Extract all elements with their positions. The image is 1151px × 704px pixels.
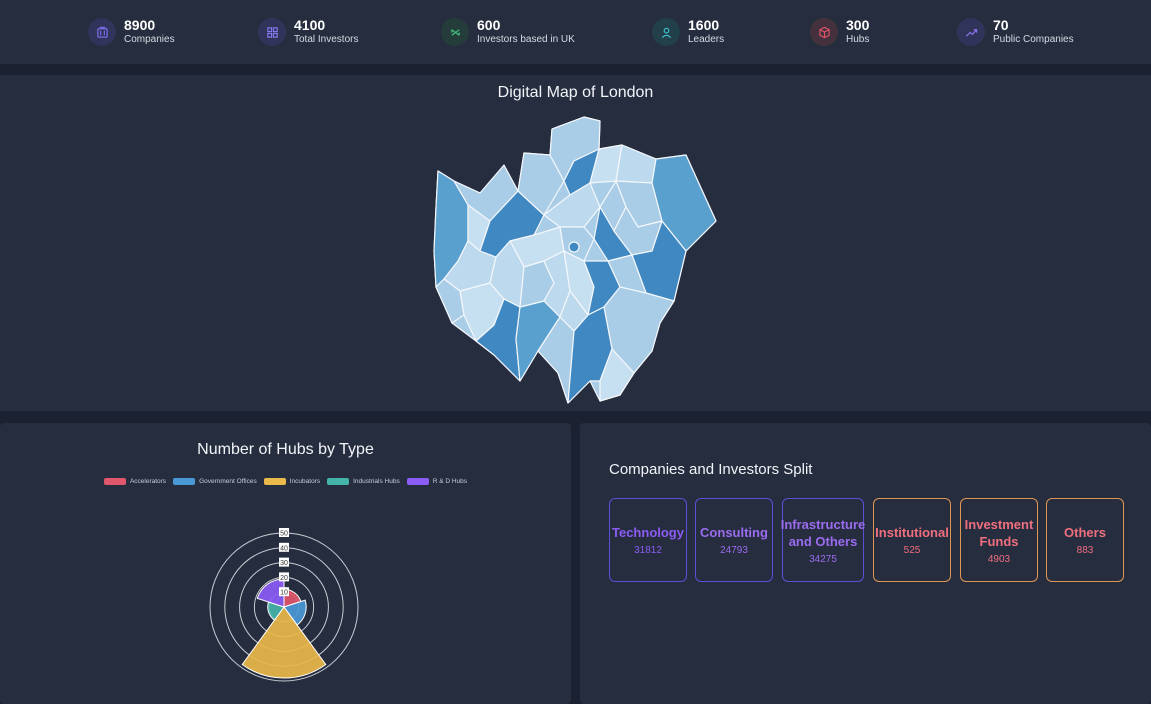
tick-label: 30 [280,560,288,567]
borough [568,241,580,253]
stats-bar: 8900 Companies 4100 Total Investors 600 … [0,0,1151,64]
legend-swatch [327,478,350,485]
sync-icon [441,18,469,46]
split-card-investment-funds[interactable]: Investment Funds 4903 [960,498,1038,582]
legend-item[interactable]: R & D Hubs [406,478,468,485]
legend-label: Incubators [289,478,321,485]
tick-label-bg [279,557,289,567]
stat-investors-uk[interactable]: 600 Investors based in UK [441,12,575,52]
legend-swatch [173,478,196,485]
stat-leaders[interactable]: 1600 Leaders [652,12,724,52]
split-card-institutional[interactable]: Institutional 525 [873,498,951,582]
tick-label-bg [279,542,289,552]
building-icon [88,18,116,46]
legend-swatch [103,478,126,485]
stat-label: Investors based in UK [477,34,575,45]
card-name: Others [1064,525,1106,540]
stat-label: Total Investors [294,34,359,45]
tick-label: 50 [280,531,288,538]
stat-total-investors[interactable]: 4100 Total Investors [258,12,358,52]
legend-label: Government Offices [199,478,257,485]
user-icon [652,18,680,46]
tick-label-bg [279,528,289,537]
card-value: 883 [1076,545,1094,556]
stat-value: 600 [477,17,501,33]
stat-value: 300 [846,17,870,33]
stat-value: 4100 [294,17,326,33]
stat-value: 1600 [688,17,720,33]
legend-item[interactable]: Incubators [263,478,321,485]
borough [615,144,657,184]
split-panel: Companies and Investors Split Technology… [580,423,1151,704]
tick-label: 10 [280,590,288,597]
map-panel: Digital Map of London [0,75,1151,411]
legend-swatch [263,478,286,485]
stat-public-companies[interactable]: 70 Public Companies [957,12,1074,52]
legend-item[interactable]: Accelerators [103,478,167,485]
cube-icon [810,18,838,46]
tick-label-bg [279,572,289,582]
legend-label: R & D Hubs [432,478,468,485]
split-card-consulting[interactable]: Consulting 24793 [695,498,773,582]
london-map[interactable] [424,111,724,411]
polar-segment-incubators[interactable] [241,606,327,679]
stat-companies[interactable]: 8900 Companies [88,12,175,52]
split-card-technology[interactable]: Technology 31812 [609,498,687,582]
legend-swatch [406,478,429,485]
split-card-others[interactable]: Others 883 [1046,498,1124,582]
legend-label: Accelerators [129,478,167,485]
borough [599,348,635,402]
chart-legend: Accelerators Government Offices Incubators… [0,478,571,485]
trend-icon [957,18,985,46]
card-value: 525 [903,545,921,556]
card-value: 34275 [809,553,837,565]
card-name: Technology [612,525,684,540]
tick-label-bg [279,587,289,597]
card-name: Consulting [700,525,768,540]
hubs-chart-title: Number of Hubs by Type [197,441,374,458]
grid-icon [258,18,286,46]
hubs-panel: Number of Hubs by Type Accelerators Gover… [0,423,571,704]
stat-label: Companies [124,34,175,45]
card-value: 31812 [634,545,662,556]
legend-label: Industrials Hubs [353,478,400,485]
stat-value: 70 [993,17,1009,33]
map-title: Digital Map of London [497,84,654,101]
split-title: Companies and Investors Split [609,461,813,478]
card-name: Institutional [875,525,949,540]
card-value: 24793 [720,545,748,556]
hubs-polar-chart[interactable]: 10 20 30 40 50 [200,489,368,699]
stat-label: Hubs [846,34,870,45]
card-name: Infrastructure and Others [780,516,866,549]
legend-item[interactable]: Government Offices [173,478,257,485]
borough [559,290,589,332]
stat-label: Public Companies [993,34,1074,45]
stat-hubs[interactable]: 300 Hubs [810,12,869,52]
legend-item[interactable]: Industrials Hubs [327,478,400,485]
tick-label: 40 [280,545,288,552]
card-value: 4903 [987,553,1011,565]
split-card-infrastructure-and-others[interactable]: Infrastructure and Others 34275 [780,498,866,582]
stat-label: Leaders [688,34,725,45]
card-name: Investment Funds [964,516,1034,549]
tick-label: 20 [280,575,288,582]
stat-value: 8900 [124,17,156,33]
